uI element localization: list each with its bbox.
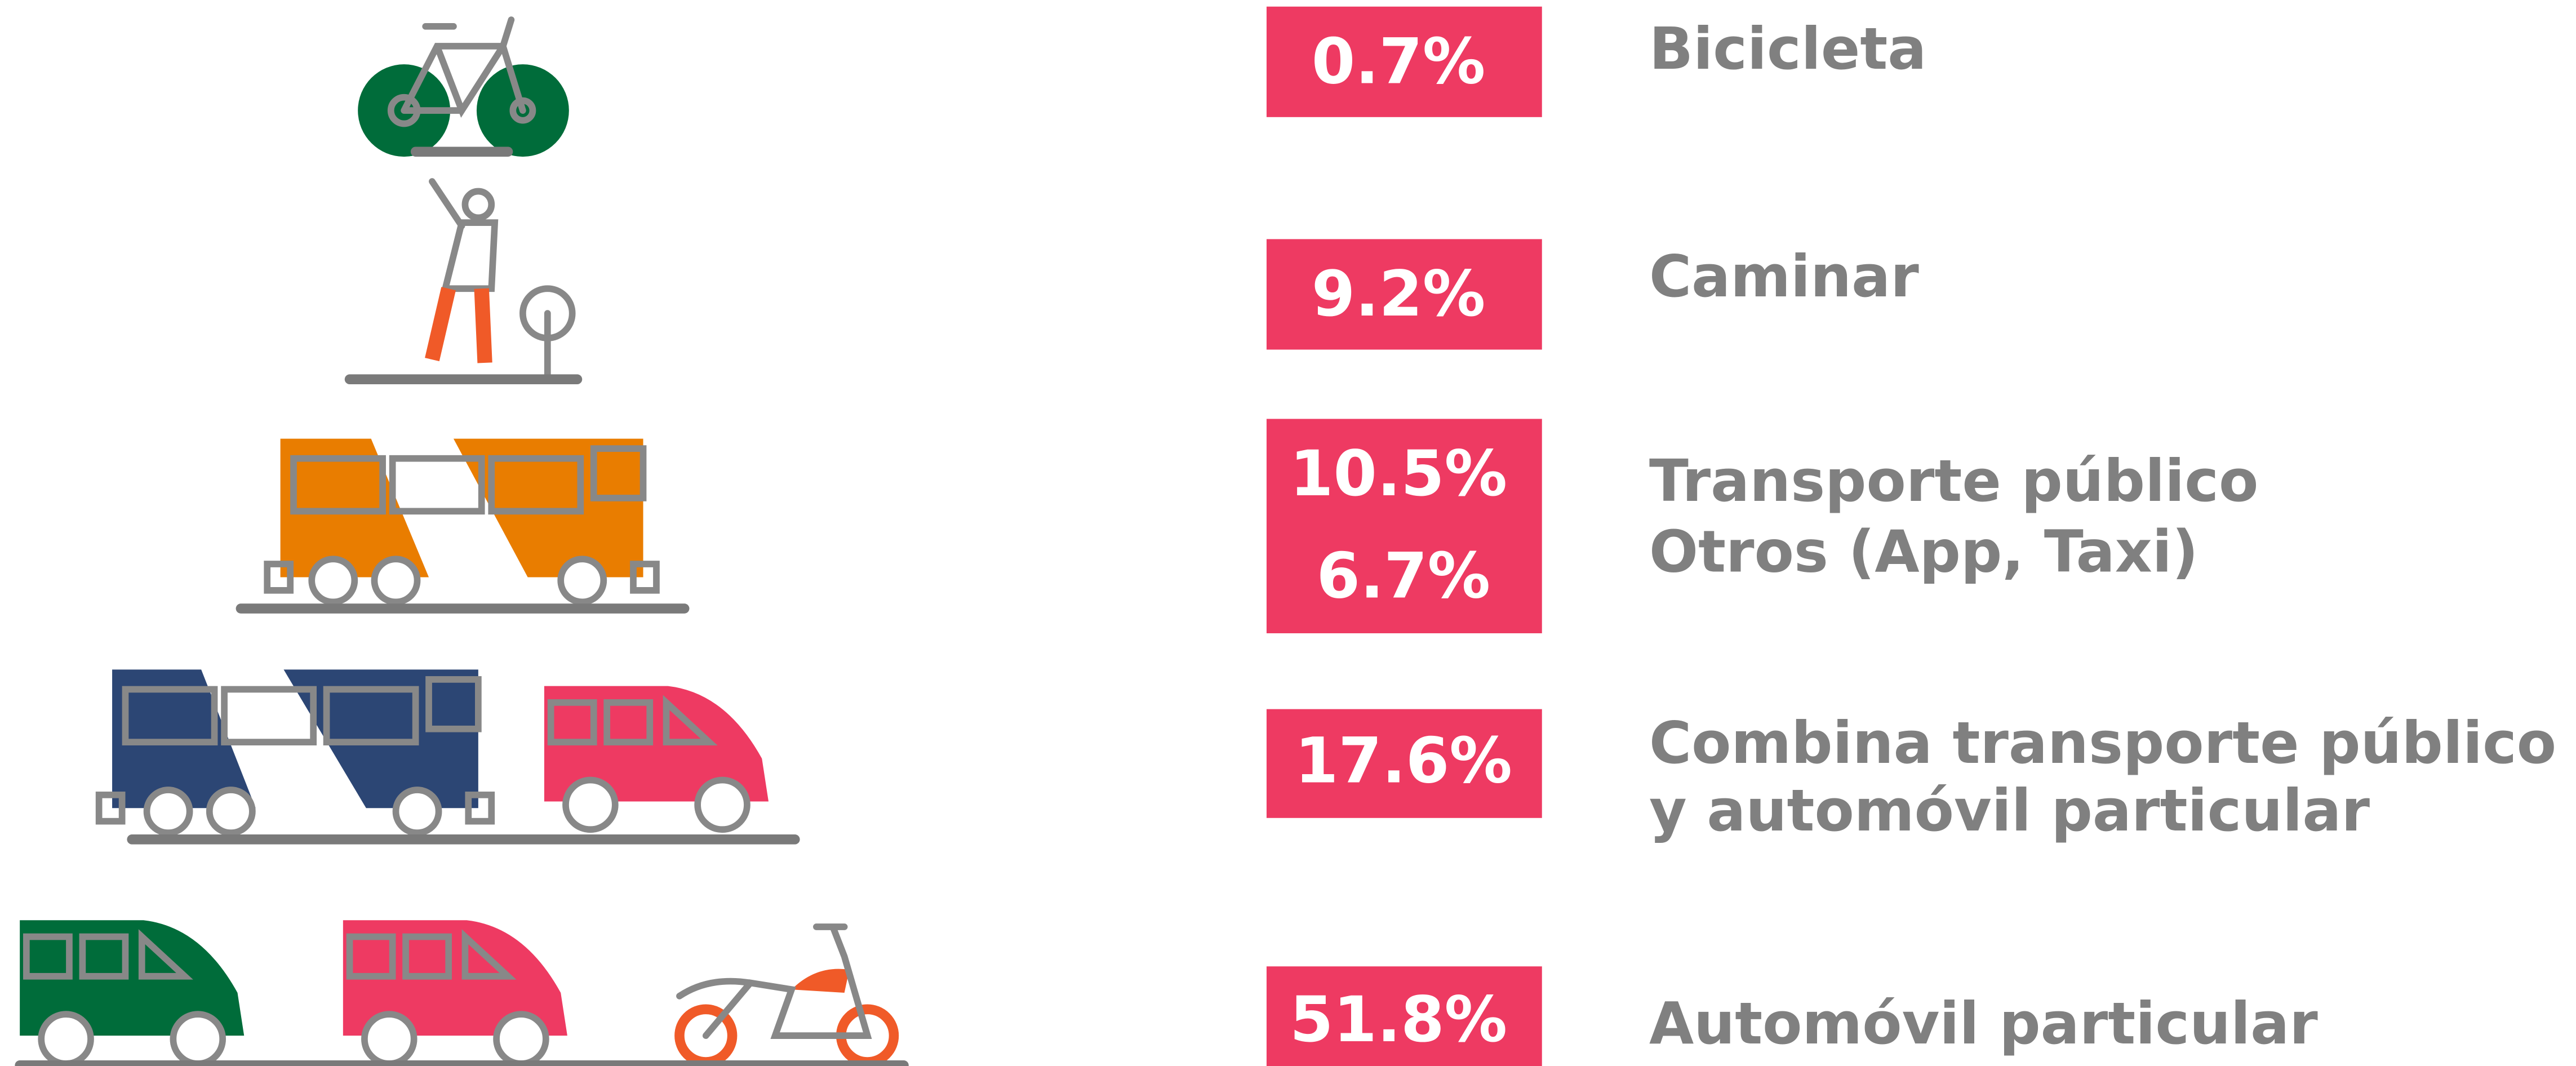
mode-label: y automóvil particular — [1649, 778, 2370, 845]
bicycle-icon — [358, 20, 569, 157]
percentage: 6.7% — [1317, 540, 1490, 613]
car-moto-icon — [20, 920, 904, 1065]
bus-icon — [241, 439, 684, 608]
mode-label: Combina transporte público — [1649, 710, 2556, 777]
infographic: 0.7% 9.2% 10.5% 6.7% 17.6% 51.8% Bicicle… — [0, 0, 2576, 1066]
percentage: 10.5% — [1290, 438, 1507, 510]
mode-label: Bicicleta — [1649, 16, 1926, 83]
percentage: 51.8% — [1290, 984, 1507, 1056]
mode-label: Caminar — [1649, 243, 1919, 310]
mode-label: Otros (App, Taxi) — [1649, 519, 2199, 586]
walker-icon — [350, 181, 578, 379]
percentage: 9.2% — [1312, 258, 1485, 331]
mode-label: Automóvil particular — [1649, 991, 2318, 1058]
bus-car-icon — [99, 669, 795, 839]
percentage: 17.6% — [1295, 725, 1512, 797]
percentage: 0.7% — [1312, 25, 1485, 98]
mode-label: Transporte público — [1649, 448, 2258, 515]
page: 0.7% 9.2% 10.5% 6.7% 17.6% 51.8% Bicicle… — [0, 0, 2576, 1066]
